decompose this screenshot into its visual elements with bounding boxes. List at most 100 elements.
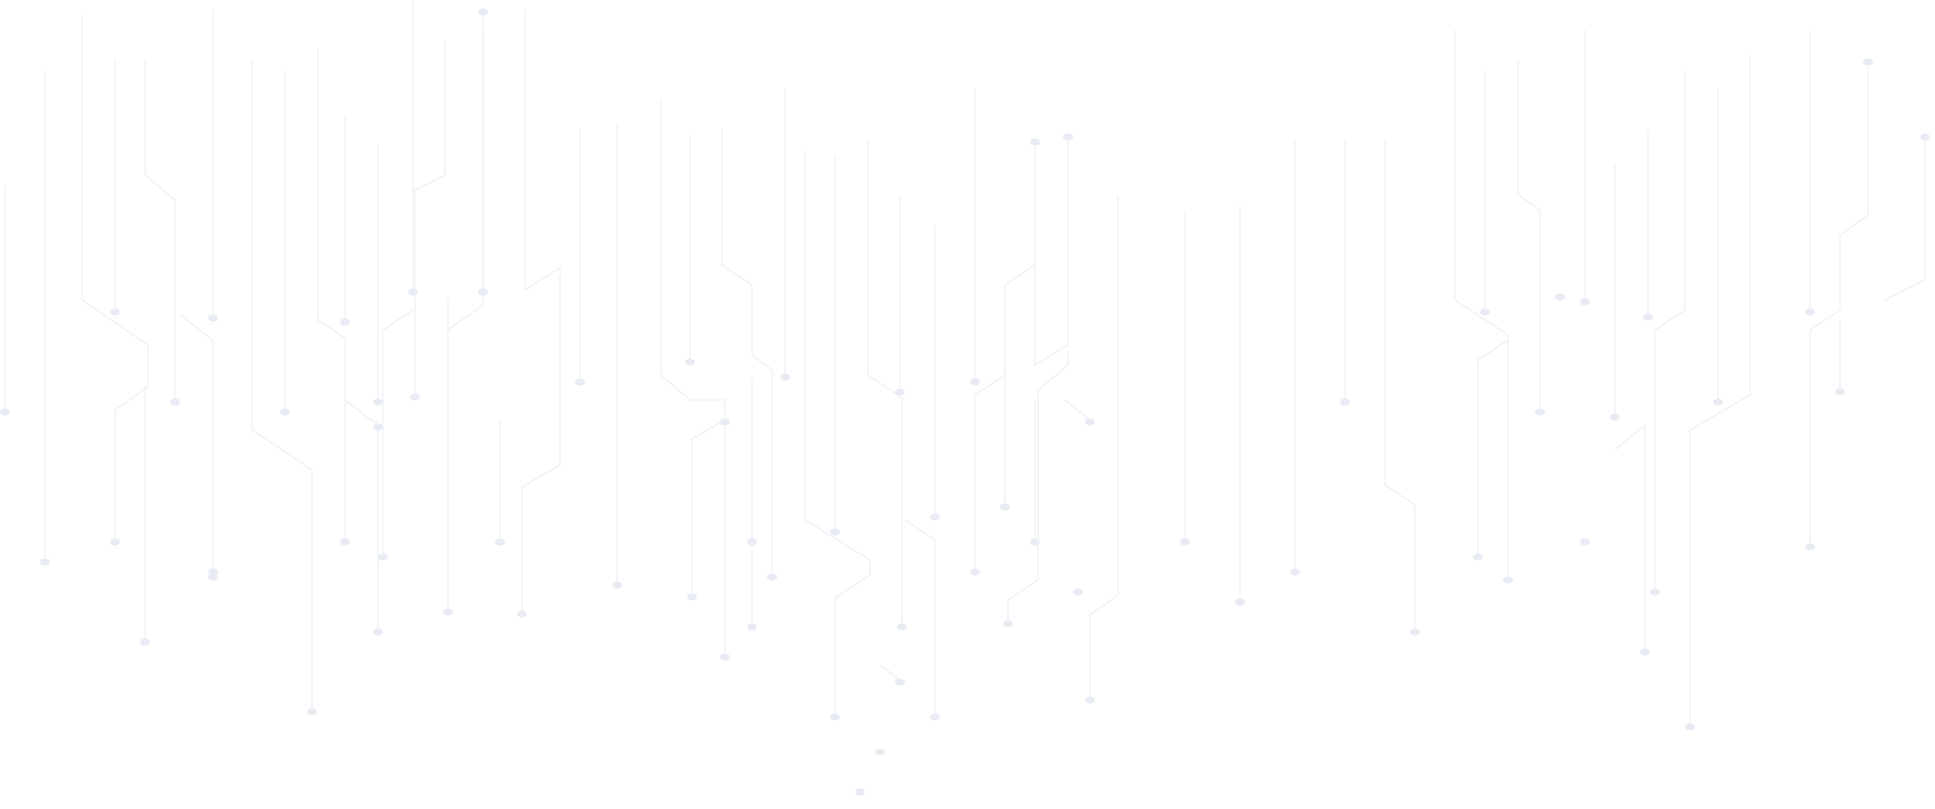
circuit-node — [930, 513, 940, 521]
circuit-trace — [879, 664, 901, 681]
circuit-node — [110, 538, 120, 546]
circuit-node — [110, 308, 120, 316]
circuit-node — [1805, 543, 1815, 551]
circuit-node — [575, 378, 585, 386]
circuit-node — [970, 378, 980, 386]
circuit-node — [373, 398, 383, 406]
circuit-trace — [81, 15, 149, 540]
circuit-node — [373, 423, 383, 431]
circuit-node — [1650, 588, 1660, 596]
circuit-node — [1085, 418, 1095, 426]
circuit-node — [1030, 138, 1040, 146]
circuit-node — [720, 418, 730, 426]
circuit-trace — [721, 128, 773, 575]
circuit-node — [747, 623, 757, 631]
circuit-node — [0, 408, 10, 416]
circuit-trace — [689, 419, 726, 441]
circuit-node — [208, 568, 218, 576]
circuit-node — [895, 678, 905, 686]
circuit-trace — [1007, 350, 1069, 622]
circuit-node — [1085, 696, 1095, 704]
circuit-node — [410, 393, 420, 401]
circuit-node — [1480, 308, 1490, 316]
circuit-trace — [1454, 30, 1509, 578]
circuit-node — [517, 610, 527, 618]
circuit-node — [340, 318, 350, 326]
circuit-node — [1713, 398, 1723, 406]
circuit-trace — [974, 140, 1036, 396]
circuit-node — [930, 713, 940, 721]
circuit-trace — [251, 60, 313, 710]
circuit-node — [307, 708, 317, 716]
circuit-node — [970, 568, 980, 576]
circuit-trace — [1884, 135, 1926, 301]
circuit-node — [1835, 388, 1845, 396]
circuit-node — [1863, 58, 1873, 66]
circuit-node — [1073, 588, 1083, 596]
circuit-node — [378, 553, 388, 561]
circuit-trace — [179, 314, 214, 570]
circuit-node — [875, 748, 885, 756]
circuit-trace — [144, 60, 176, 400]
circuit-trace — [1654, 70, 1686, 590]
circuit-node — [1535, 408, 1545, 416]
circuit-node — [612, 581, 622, 589]
circuit-trace — [447, 10, 484, 331]
circuit-node — [170, 398, 180, 406]
circuit-node — [1643, 313, 1653, 321]
circuit-trace — [1614, 423, 1646, 650]
circuit-node — [340, 538, 350, 546]
circuit-node — [830, 713, 840, 721]
circuit-node — [1555, 293, 1565, 301]
circuit-trace — [804, 150, 871, 715]
circuit-node — [687, 593, 697, 601]
circuit-node — [855, 788, 865, 796]
circuit-node — [478, 288, 488, 296]
circuit-trace — [1477, 339, 1509, 555]
circuit-node — [1920, 133, 1930, 141]
circuit-trace — [660, 100, 726, 655]
circuit-trace — [382, 309, 414, 555]
circuit-node — [1685, 723, 1695, 731]
circuit-trace — [521, 10, 561, 612]
circuit-node — [373, 628, 383, 636]
circuit-node — [1410, 628, 1420, 636]
circuit-node — [897, 623, 907, 631]
circuit-node — [408, 288, 418, 296]
circuit-node — [1580, 538, 1590, 546]
circuit-node — [443, 608, 453, 616]
circuit-node — [1340, 398, 1350, 406]
circuit-trace — [1089, 195, 1119, 698]
circuit-node — [1805, 308, 1815, 316]
circuit-node — [40, 558, 50, 566]
circuit-trace — [904, 519, 936, 715]
circuit-node — [495, 538, 505, 546]
circuit-node — [1580, 298, 1590, 306]
circuit-node — [1640, 648, 1650, 656]
circuit-trace — [1384, 140, 1416, 630]
circuit-trace — [1517, 60, 1541, 410]
circuit-node — [280, 408, 290, 416]
circuit-node — [140, 638, 150, 646]
circuit-node — [830, 528, 840, 536]
circuit-node — [1473, 553, 1483, 561]
circuit-trace — [344, 399, 379, 426]
circuit-node — [478, 8, 488, 16]
circuit-node — [1000, 503, 1010, 511]
circuit-trace — [1689, 55, 1751, 725]
circuit-node — [720, 653, 730, 661]
circuit-node — [767, 573, 777, 581]
circuit-trace — [1809, 60, 1869, 331]
circuit-node — [1610, 413, 1620, 421]
circuit-node — [1235, 598, 1245, 606]
circuit-node — [685, 358, 695, 366]
circuit-trace — [317, 50, 346, 540]
circuit-node — [1003, 620, 1013, 628]
circuit-trace — [867, 140, 903, 625]
circuit-node — [208, 573, 218, 581]
circuit-node — [1063, 133, 1073, 141]
circuit-node — [1180, 538, 1190, 546]
circuit-node — [895, 388, 905, 396]
circuit-trace — [1064, 399, 1091, 421]
